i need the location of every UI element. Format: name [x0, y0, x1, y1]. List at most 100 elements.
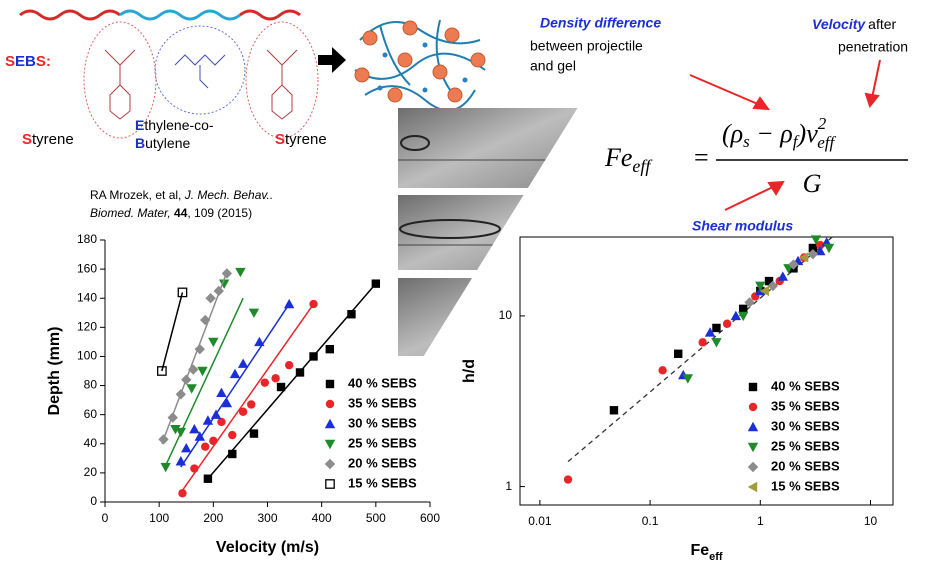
formula-part: Fe — [604, 143, 632, 172]
point — [254, 336, 265, 347]
point — [160, 462, 171, 473]
point — [325, 344, 334, 354]
legend-marker — [324, 458, 336, 470]
point — [190, 464, 199, 473]
point — [810, 235, 822, 245]
formula-part: eff — [817, 133, 836, 152]
citation-part: Biomed. Mater, — [90, 206, 171, 220]
legend-label: 15 % SEBS — [348, 475, 417, 490]
formula-part: s — [743, 132, 750, 151]
legend-label: 20 % SEBS — [771, 458, 840, 473]
annotation: between projectile — [530, 38, 643, 54]
point — [181, 374, 192, 385]
y-tick-label: 20 — [84, 465, 98, 479]
annotation: and gel — [530, 58, 576, 74]
point — [295, 368, 305, 377]
citation: Biomed. Mater, 44, 109 (2015) — [90, 206, 252, 220]
point — [237, 358, 249, 368]
fit-line — [164, 297, 244, 466]
formula-part: eff — [632, 156, 653, 176]
point — [170, 425, 181, 435]
fit-line — [161, 292, 184, 372]
x-tick-label: 600 — [420, 511, 440, 525]
point — [658, 366, 667, 375]
point — [284, 360, 294, 370]
point — [309, 352, 318, 361]
annotation: penetration — [838, 39, 908, 55]
point — [205, 293, 216, 304]
point — [157, 366, 167, 376]
annotation-part: after — [868, 16, 896, 32]
point — [177, 287, 188, 298]
x-tick-label: 400 — [312, 511, 332, 525]
legend-label: 30 % SEBS — [771, 418, 840, 433]
point — [210, 409, 222, 419]
legend-marker — [747, 421, 759, 432]
y-tick-label: 1 — [505, 479, 512, 493]
point — [229, 368, 241, 379]
legend-label: 35 % SEBS — [771, 398, 840, 413]
point — [788, 259, 799, 270]
point — [247, 400, 256, 409]
x-tick-label: 200 — [203, 511, 223, 525]
legend-label: 30 % SEBS — [348, 415, 417, 430]
legend-marker — [748, 402, 758, 412]
legend-label: 25 % SEBS — [348, 435, 417, 450]
point — [309, 299, 318, 309]
formula-part: )v — [796, 119, 819, 148]
point — [807, 248, 819, 260]
point — [563, 475, 573, 484]
x-tick-label: 0.1 — [642, 514, 659, 528]
legend-label: 40 % SEBS — [348, 375, 417, 390]
legend-label: 40 % SEBS — [771, 378, 840, 393]
point — [371, 279, 381, 288]
citation-part: , 109 (2015) — [187, 206, 252, 220]
plot-frame — [519, 236, 894, 506]
label-part: S — [22, 131, 32, 148]
legend-marker — [324, 439, 336, 450]
point — [755, 281, 766, 292]
point — [188, 364, 199, 375]
point — [209, 436, 218, 446]
point — [228, 449, 237, 459]
y-tick-label: 60 — [84, 407, 98, 421]
point — [759, 285, 770, 297]
arrows — [689, 59, 881, 211]
x-tick-label: 10 — [864, 514, 878, 528]
point — [777, 271, 788, 281]
point — [201, 442, 210, 451]
x-tick-label: 300 — [257, 511, 277, 525]
point — [682, 374, 694, 384]
point — [271, 374, 280, 383]
y-axis-title: Depth (mm) — [46, 327, 63, 416]
point — [181, 442, 192, 453]
label-part: EB — [15, 53, 36, 70]
formula-part: f — [793, 132, 800, 151]
point — [808, 243, 818, 253]
point — [704, 327, 716, 337]
block-label: Ethylene-co- — [135, 117, 214, 133]
formula-part: (ρ — [722, 119, 743, 148]
point — [167, 412, 178, 423]
label-part: tyrene — [32, 131, 74, 148]
citation-part: RA Mrozek, et al, — [90, 188, 185, 202]
point — [189, 424, 200, 434]
point — [764, 276, 774, 286]
point — [283, 298, 295, 309]
point — [218, 279, 230, 289]
point — [738, 311, 749, 322]
fit-line — [567, 236, 833, 463]
x-axis-title: Velocity (m/s) — [216, 539, 319, 556]
formula-lhs: Feeff — [604, 143, 653, 176]
point — [815, 245, 826, 256]
point — [249, 429, 259, 438]
legend-marker — [325, 379, 335, 389]
legend-label: 25 % SEBS — [771, 438, 840, 453]
y-tick-label: 80 — [84, 378, 98, 392]
legend-marker — [325, 399, 335, 409]
label-part: E — [135, 117, 144, 133]
formula-part: 2 — [818, 114, 827, 133]
point — [186, 384, 197, 394]
legend-label: 15 % SEBS — [771, 478, 840, 493]
point — [739, 304, 748, 314]
